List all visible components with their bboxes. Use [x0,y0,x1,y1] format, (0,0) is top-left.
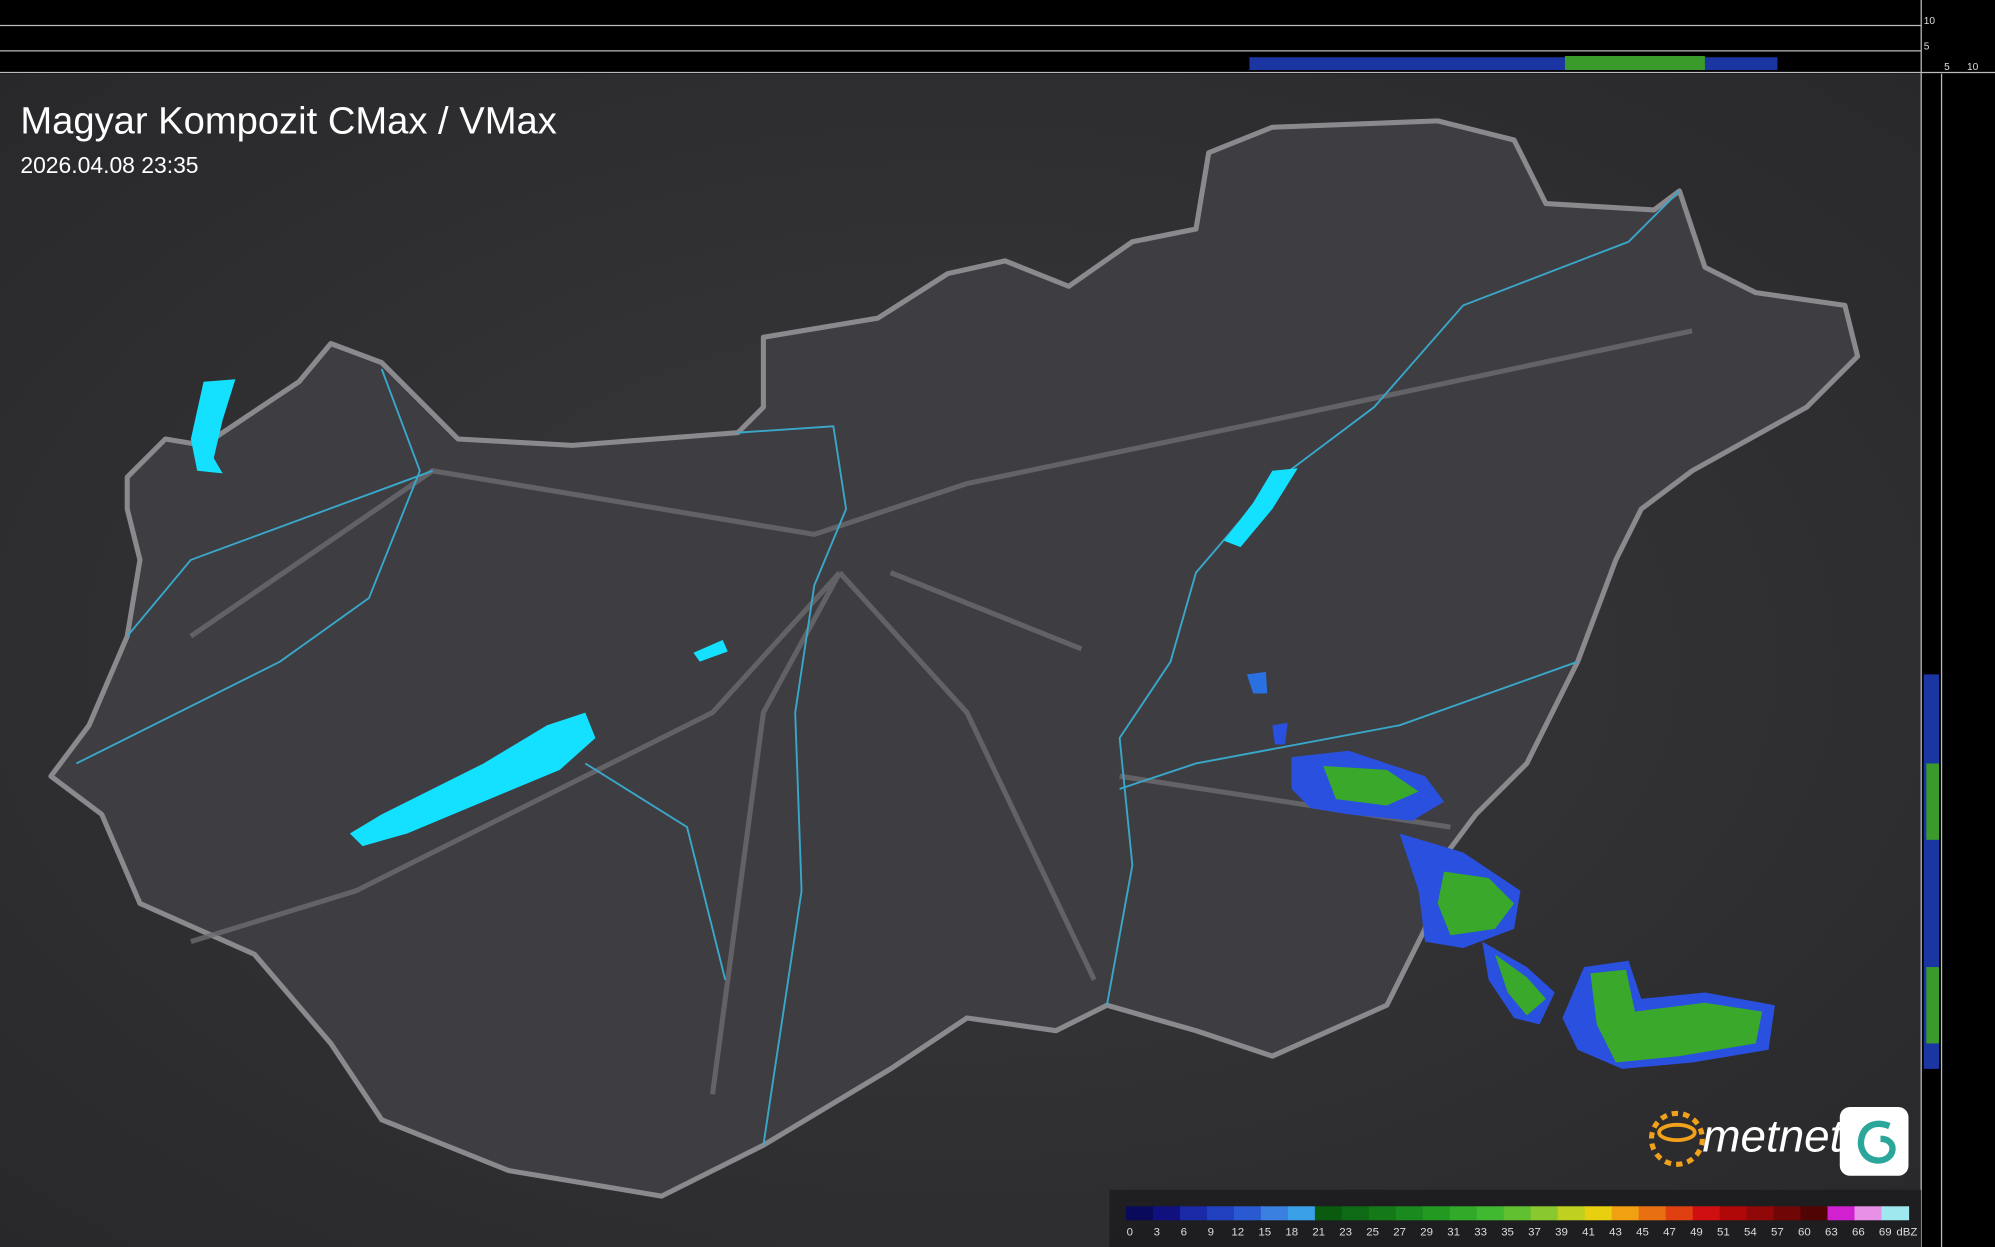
legend-swatch [1260,1206,1289,1221]
legend-swatch [1206,1206,1235,1221]
legend-swatch [1692,1206,1721,1221]
lake [190,379,236,474]
legend-swatch [1611,1206,1640,1221]
legend-label: 6 [1181,1227,1187,1239]
echo [1272,722,1288,745]
legend: 0 3 6 9 12 15 18 21 23 25 27 29 31 33 35 37 39 41 43 45 47 49… [1126,1206,1917,1239]
strip-echo [1564,55,1705,70]
strip-label: 5 [1944,62,1950,73]
legend-swatch [1449,1206,1478,1221]
echo [1246,671,1268,694]
road [837,570,1097,981]
legend-swatch [1126,1206,1154,1221]
echo [1437,871,1515,936]
legend-label: 27 [1393,1227,1406,1239]
echo [1323,766,1419,806]
legend-swatch [1395,1206,1424,1221]
legend-label: 57 [1771,1227,1784,1239]
legend-swatch [1557,1206,1586,1221]
road [889,570,1083,652]
lake [693,640,728,662]
legend-swatch [1314,1206,1343,1221]
strip-echo [1926,763,1940,840]
legend-label: 23 [1339,1227,1352,1239]
legend-swatch [1746,1206,1775,1221]
legend-label: 63 [1825,1227,1838,1239]
legend-label: 66 [1852,1227,1865,1239]
legend-swatch [1152,1206,1181,1221]
river [737,425,848,1146]
legend-label: 47 [1663,1227,1676,1239]
radar-echoes [1246,671,1775,1069]
legend-label: 43 [1609,1227,1622,1239]
legend-label: 49 [1690,1227,1703,1239]
legend-label: 0 [1127,1227,1133,1239]
legend-swatch [1584,1206,1613,1221]
road [189,328,1693,639]
strip-label: 10 [1967,62,1979,73]
legend-swatch [1719,1206,1748,1221]
legend-swatch [1827,1206,1856,1221]
river [75,368,421,765]
legend-swatch [1530,1206,1559,1221]
logo-swirl [1857,1120,1896,1164]
river [1119,660,1578,790]
echo [1590,969,1763,1063]
logo-text: metnet [1702,1111,1844,1162]
legend-swatch [1773,1206,1802,1221]
legend-label: 41 [1582,1227,1595,1239]
river [126,469,433,637]
legend-swatch [1881,1206,1910,1221]
legend-label: 39 [1555,1227,1568,1239]
legend-label: 37 [1528,1227,1541,1239]
logo: metnet [1648,1107,1909,1176]
legend-label: 54 [1744,1227,1757,1239]
legend-unit: dBZ [1896,1227,1917,1239]
legend-label: 51 [1717,1227,1730,1239]
legend-label: 3 [1154,1227,1160,1239]
road [709,571,842,1095]
legend-swatch [1800,1206,1829,1221]
legend-label: 60 [1798,1227,1811,1239]
legend-label: 18 [1285,1227,1298,1239]
legend-label: 21 [1312,1227,1325,1239]
legend-swatch [1854,1206,1883,1221]
legend-label: 45 [1636,1227,1649,1239]
logo-badge [1839,1107,1909,1176]
roads [189,328,1693,1095]
legend-swatch [1287,1206,1316,1221]
lake [349,712,596,847]
legend-swatch [1341,1206,1370,1221]
legend-label: 15 [1258,1227,1271,1239]
legend-label: 9 [1208,1227,1214,1239]
legend-swatch [1368,1206,1397,1221]
legend-swatch [1503,1206,1532,1221]
strip-label: 10 [1924,16,1936,27]
strip-label: 5 [1924,42,1930,53]
legend-label: 31 [1447,1227,1460,1239]
legend-label: 33 [1474,1227,1487,1239]
legend-label: 25 [1366,1227,1379,1239]
timestamp: 2026.04.08 23:35 [20,152,198,178]
title: Magyar Kompozit CMax / VMax [20,100,556,143]
legend-label: 69 [1879,1227,1892,1239]
echo [1494,954,1546,1016]
legend-label: 12 [1231,1227,1244,1239]
legend-label: 35 [1501,1227,1514,1239]
logo-sun-core [1657,1122,1697,1143]
legend-label: 29 [1420,1227,1433,1239]
legend-swatch [1476,1206,1505,1221]
river [584,762,727,981]
strip-echo [1926,967,1940,1044]
legend-swatch [1179,1206,1208,1221]
lake [1223,468,1298,548]
legend-swatch [1422,1206,1451,1221]
legend-swatch [1233,1206,1262,1221]
legend-swatch [1638,1206,1667,1221]
legend-swatch [1665,1206,1694,1221]
road [190,570,842,945]
